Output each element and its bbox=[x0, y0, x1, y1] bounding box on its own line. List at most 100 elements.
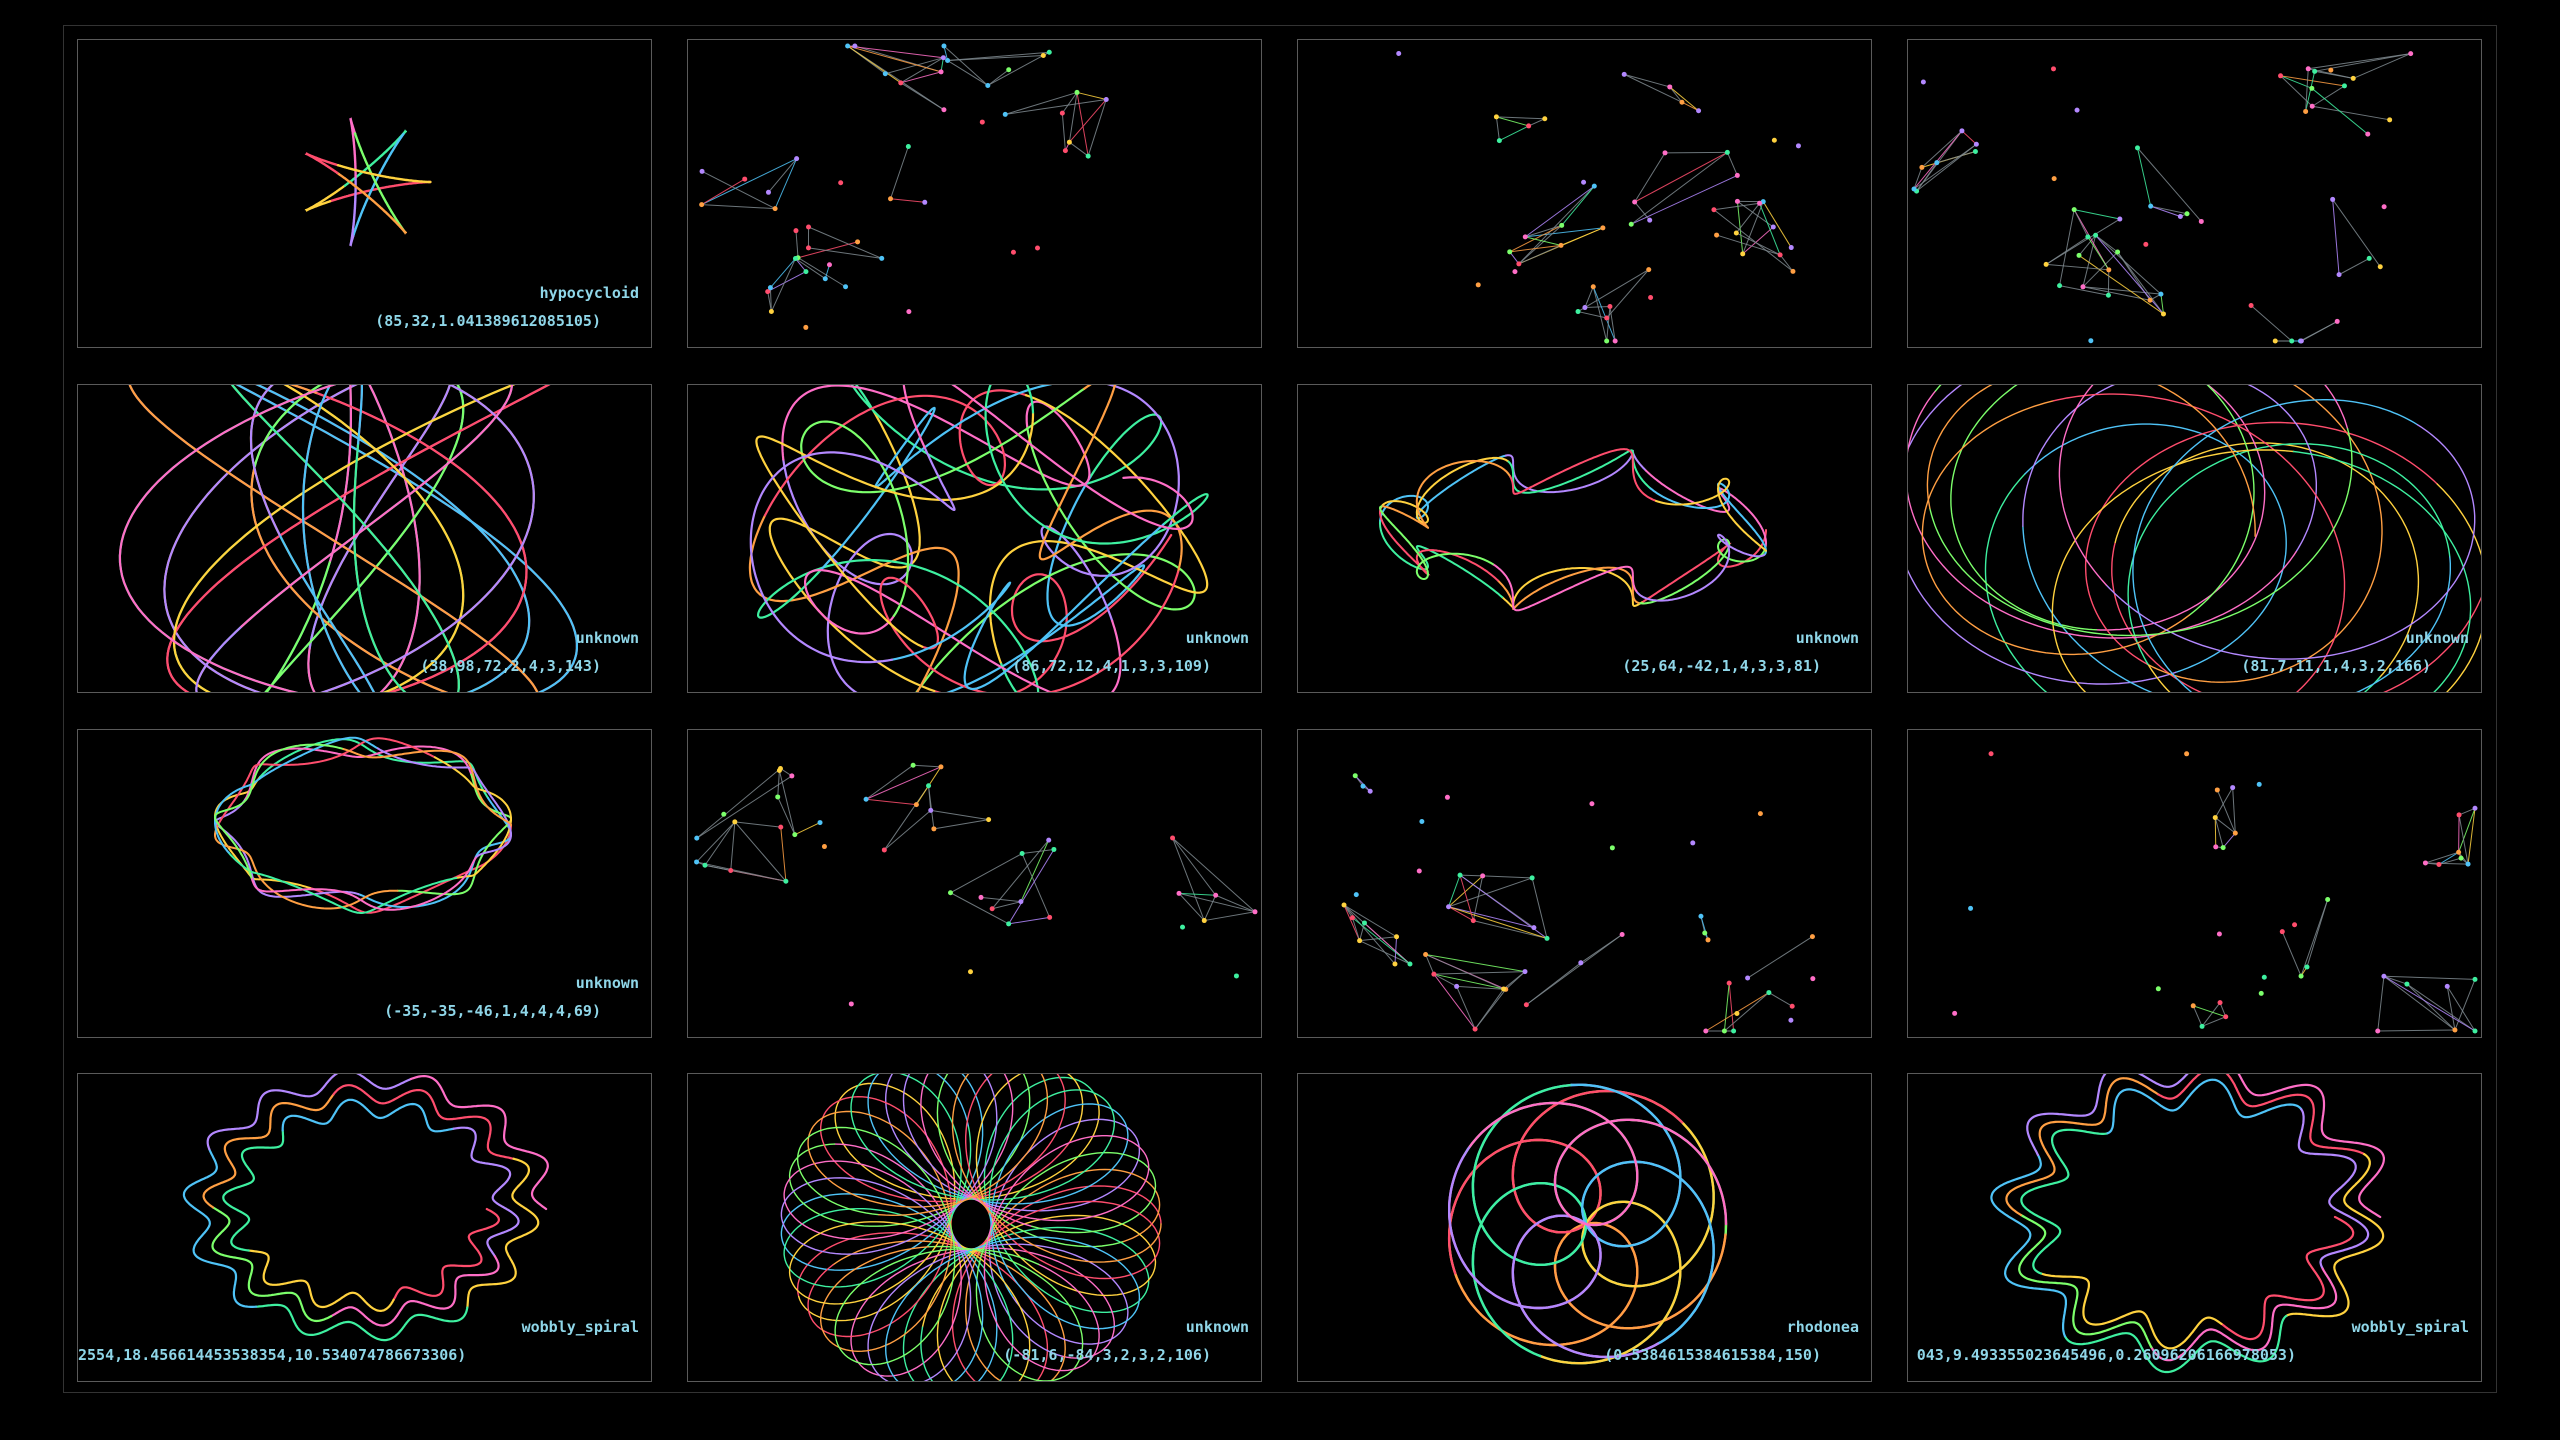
edge bbox=[1364, 922, 1411, 965]
curve-params: (85,32,1.041389612085105) bbox=[375, 312, 601, 330]
node bbox=[1051, 846, 1057, 852]
curve-segment bbox=[867, 1185, 1129, 1381]
curve-canvas bbox=[1990, 1074, 2385, 1374]
edge bbox=[947, 60, 989, 86]
curve-params: (86,72,12,4,1,3,3,109) bbox=[1012, 657, 1211, 675]
panel-14[interactable]: unknown (-81,6,-84,3,2,3,2,106) bbox=[687, 1073, 1262, 1382]
edge bbox=[1728, 983, 1735, 1032]
edge bbox=[1913, 130, 1963, 190]
curve-segment bbox=[1908, 385, 2177, 685]
edge bbox=[2306, 899, 2329, 968]
node bbox=[789, 773, 795, 779]
panel-9[interactable]: unknown (-35,-35,-46,1,4,4,4,69) bbox=[77, 729, 652, 1038]
panel-16[interactable]: wobbly_spiral 043,9.493355023645496,0.26… bbox=[1907, 1073, 2482, 1382]
panel-6[interactable]: unknown (86,72,12,4,1,3,3,109) bbox=[687, 384, 1262, 693]
node bbox=[922, 199, 928, 205]
panel-2[interactable] bbox=[687, 39, 1262, 348]
node bbox=[1516, 261, 1522, 267]
panel-1[interactable]: hypocycloid (85,32,1.041389612085105) bbox=[77, 39, 652, 348]
edge bbox=[701, 170, 776, 210]
curve-segment bbox=[1447, 1089, 1685, 1275]
node bbox=[2289, 338, 2295, 344]
node bbox=[2198, 218, 2204, 224]
node bbox=[2214, 787, 2220, 793]
curve-segment bbox=[807, 1110, 988, 1353]
node bbox=[2278, 73, 2284, 79]
node bbox=[1690, 840, 1696, 846]
curve-segment bbox=[342, 748, 512, 826]
curve-segment bbox=[1038, 385, 1183, 573]
curve-segment bbox=[2063, 1314, 2288, 1374]
curve-segment bbox=[755, 411, 1035, 648]
edge bbox=[2305, 68, 2309, 112]
edge bbox=[1495, 116, 1500, 141]
node bbox=[1714, 232, 1720, 238]
edge bbox=[865, 764, 914, 800]
node bbox=[945, 58, 951, 64]
node bbox=[2309, 85, 2315, 91]
curve-segment bbox=[927, 1151, 1157, 1381]
curve-segment bbox=[244, 745, 473, 801]
edge bbox=[1525, 227, 1603, 238]
edge bbox=[1359, 940, 1411, 965]
node bbox=[2147, 297, 2153, 303]
node bbox=[1085, 153, 1091, 159]
node bbox=[1619, 931, 1625, 937]
edge bbox=[933, 819, 989, 830]
node bbox=[1201, 918, 1207, 924]
edge bbox=[2214, 787, 2234, 818]
curve-segment bbox=[1507, 449, 1652, 494]
node bbox=[821, 844, 827, 850]
panel-13[interactable]: wobbly_spiral 2554,18.456614453538354,10… bbox=[77, 1073, 652, 1382]
panel-11[interactable] bbox=[1297, 729, 1872, 1038]
panel-12[interactable] bbox=[1907, 729, 2482, 1038]
edge bbox=[1087, 99, 1107, 157]
node bbox=[2199, 1023, 2205, 1029]
node bbox=[910, 762, 916, 768]
panel-8[interactable]: unknown (81,7,11,1,4,3,2,166) bbox=[1907, 384, 2482, 693]
panel-7[interactable]: unknown (25,64,-42,1,4,3,3,81) bbox=[1297, 384, 1872, 693]
node bbox=[2177, 213, 2183, 219]
panel-4[interactable] bbox=[1907, 39, 2482, 348]
edge bbox=[2219, 1002, 2227, 1017]
curve-segment bbox=[2105, 424, 2476, 660]
curve-segment bbox=[1379, 519, 1504, 599]
edge bbox=[1354, 775, 1371, 792]
edge bbox=[1351, 917, 1361, 941]
edge bbox=[947, 51, 1050, 62]
panel-15[interactable]: rhodonea (0.5384615384615384,150) bbox=[1297, 1073, 1872, 1382]
node bbox=[728, 868, 734, 874]
node bbox=[2375, 1028, 2381, 1034]
edge bbox=[2308, 53, 2411, 70]
node bbox=[913, 802, 919, 808]
node bbox=[881, 847, 887, 853]
edge bbox=[1592, 286, 1608, 342]
node bbox=[978, 894, 984, 900]
curve-segment bbox=[163, 385, 451, 692]
curve-segment bbox=[796, 1185, 1162, 1381]
curve-params: (-81,6,-84,3,2,3,2,106) bbox=[1003, 1346, 1211, 1364]
node bbox=[985, 82, 991, 88]
curve-segment bbox=[336, 171, 407, 235]
panel-5[interactable]: unknown (38,98,72,2,4,3,143) bbox=[77, 384, 652, 693]
curve-segment bbox=[118, 385, 513, 692]
panel-10[interactable] bbox=[687, 729, 1262, 1038]
node bbox=[768, 309, 774, 315]
curve-segment bbox=[1950, 385, 2097, 631]
curve-segment bbox=[878, 1074, 1162, 1263]
node bbox=[1934, 160, 1940, 166]
edge bbox=[1008, 916, 1050, 925]
curve-segment bbox=[1379, 506, 1499, 582]
curve-segment bbox=[376, 747, 512, 859]
panel-3[interactable] bbox=[1297, 39, 1872, 348]
curve-segment bbox=[832, 1168, 1161, 1381]
edge bbox=[2438, 851, 2459, 865]
node bbox=[2312, 68, 2318, 74]
node bbox=[765, 289, 771, 295]
node bbox=[1454, 983, 1460, 989]
node bbox=[1035, 245, 1041, 251]
node bbox=[2043, 261, 2049, 267]
curve-segment bbox=[800, 387, 1086, 617]
node bbox=[938, 69, 944, 75]
node bbox=[1559, 222, 1565, 228]
